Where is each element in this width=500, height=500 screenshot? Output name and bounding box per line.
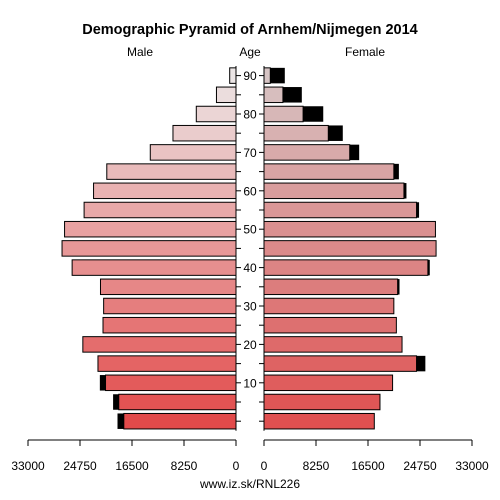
female-x-tick-label: 8250	[303, 459, 330, 473]
age-tick-label: 70	[243, 146, 257, 160]
female-bar-90+	[263, 67, 271, 84]
age-tick-label: 20	[243, 338, 257, 352]
female-excess-bar-90+	[270, 67, 285, 84]
age-tick-label: 90	[243, 69, 257, 83]
female-excess-bar-85-89	[282, 87, 302, 103]
male-bar-65-69	[106, 163, 237, 180]
female-bar-60-64	[263, 182, 405, 200]
age-tick-label: 80	[243, 108, 257, 122]
male-x-tick-label: 0	[233, 459, 240, 473]
source-label: www.iz.sk/RNL226	[199, 477, 300, 491]
age-tick-label: 30	[243, 300, 257, 314]
female-bar-70-74	[263, 144, 351, 161]
female-x-tick-label: 0	[261, 459, 268, 473]
male-bar-40-44	[71, 259, 237, 276]
female-excess-bar-65-69	[393, 163, 399, 180]
male-bar-35-39	[99, 278, 237, 296]
male-bars	[61, 67, 237, 430]
male-bar-25-29	[102, 316, 237, 334]
age-tick-label: 10	[243, 376, 257, 390]
female-excess-bar-40-44	[427, 259, 430, 276]
female-bar-65-69	[263, 163, 395, 180]
male-bar-30-34	[103, 297, 237, 315]
male-x-tick-label: 16500	[115, 459, 149, 473]
male-bar-70-74	[149, 144, 237, 161]
female-excess-bar-55-59	[416, 202, 420, 218]
female-excess-bar-80-84	[303, 106, 324, 122]
male-bar-10-14	[105, 374, 237, 392]
female-bar-45-49	[263, 240, 437, 257]
female-bars	[263, 67, 437, 430]
male-excess-bar-0-4	[117, 413, 124, 429]
male-bar-50-54	[64, 220, 237, 238]
male-bar-90+	[229, 67, 237, 84]
female-bar-55-59	[263, 201, 418, 219]
female-x-tick-label: 24750	[403, 459, 437, 473]
female-x-tick-label: 16500	[351, 459, 385, 473]
female-bar-40-44	[263, 259, 429, 276]
male-bar-20-24	[82, 336, 237, 353]
male-excess-bar-5-9	[113, 394, 119, 410]
male-bar-60-64	[93, 182, 237, 200]
female-bar-20-24	[263, 336, 403, 353]
male-label: Male	[127, 45, 153, 59]
female-excess-bar-60-64	[403, 183, 407, 199]
male-bar-0-4	[123, 412, 237, 430]
male-x-tick-label: 33000	[11, 459, 45, 473]
male-bar-55-59	[83, 201, 237, 219]
female-bar-10-14	[263, 374, 394, 392]
male-bar-80-84	[195, 105, 237, 123]
female-x-tick-label: 33000	[455, 459, 489, 473]
female-excess-bar-15-19	[416, 355, 426, 372]
male-x-tick-label: 8250	[171, 459, 198, 473]
female-bar-35-39	[263, 278, 399, 296]
female-excess-bar-75-79	[328, 125, 343, 141]
age-axis: 10 20 30 40 50 60 70 80 90	[236, 69, 264, 422]
x-axis: 0 0 8250 8250 16500 16500 24750 24750 33000 33000	[11, 440, 489, 473]
male-bar-45-49	[61, 240, 237, 257]
age-tick-label: 50	[243, 223, 257, 237]
female-label: Female	[345, 45, 385, 59]
female-excess-bar-70-74	[349, 144, 360, 161]
female-bar-75-79	[263, 124, 329, 142]
female-bar-85-89	[263, 86, 284, 104]
male-x-tick-label: 24750	[63, 459, 97, 473]
female-bar-80-84	[263, 105, 304, 123]
female-bar-25-29	[263, 316, 397, 334]
age-label: Age	[239, 45, 261, 59]
age-tick-label: 60	[243, 184, 257, 198]
chart-title: Demographic Pyramid of Arnhem/Nijmegen 2…	[82, 22, 417, 38]
male-bar-5-9	[118, 393, 237, 411]
female-excess-bar-35-39	[397, 279, 400, 295]
female-bar-15-19	[263, 355, 418, 372]
male-bar-15-19	[97, 355, 237, 372]
male-bar-85-89	[215, 86, 237, 104]
male-excess-bar-10-14	[99, 375, 106, 391]
female-bar-0-4	[263, 412, 375, 430]
female-bar-5-9	[263, 393, 381, 411]
female-bar-30-34	[263, 297, 395, 315]
female-bar-50-54	[263, 220, 436, 238]
male-bar-75-79	[172, 124, 237, 142]
age-tick-label: 40	[243, 261, 257, 275]
